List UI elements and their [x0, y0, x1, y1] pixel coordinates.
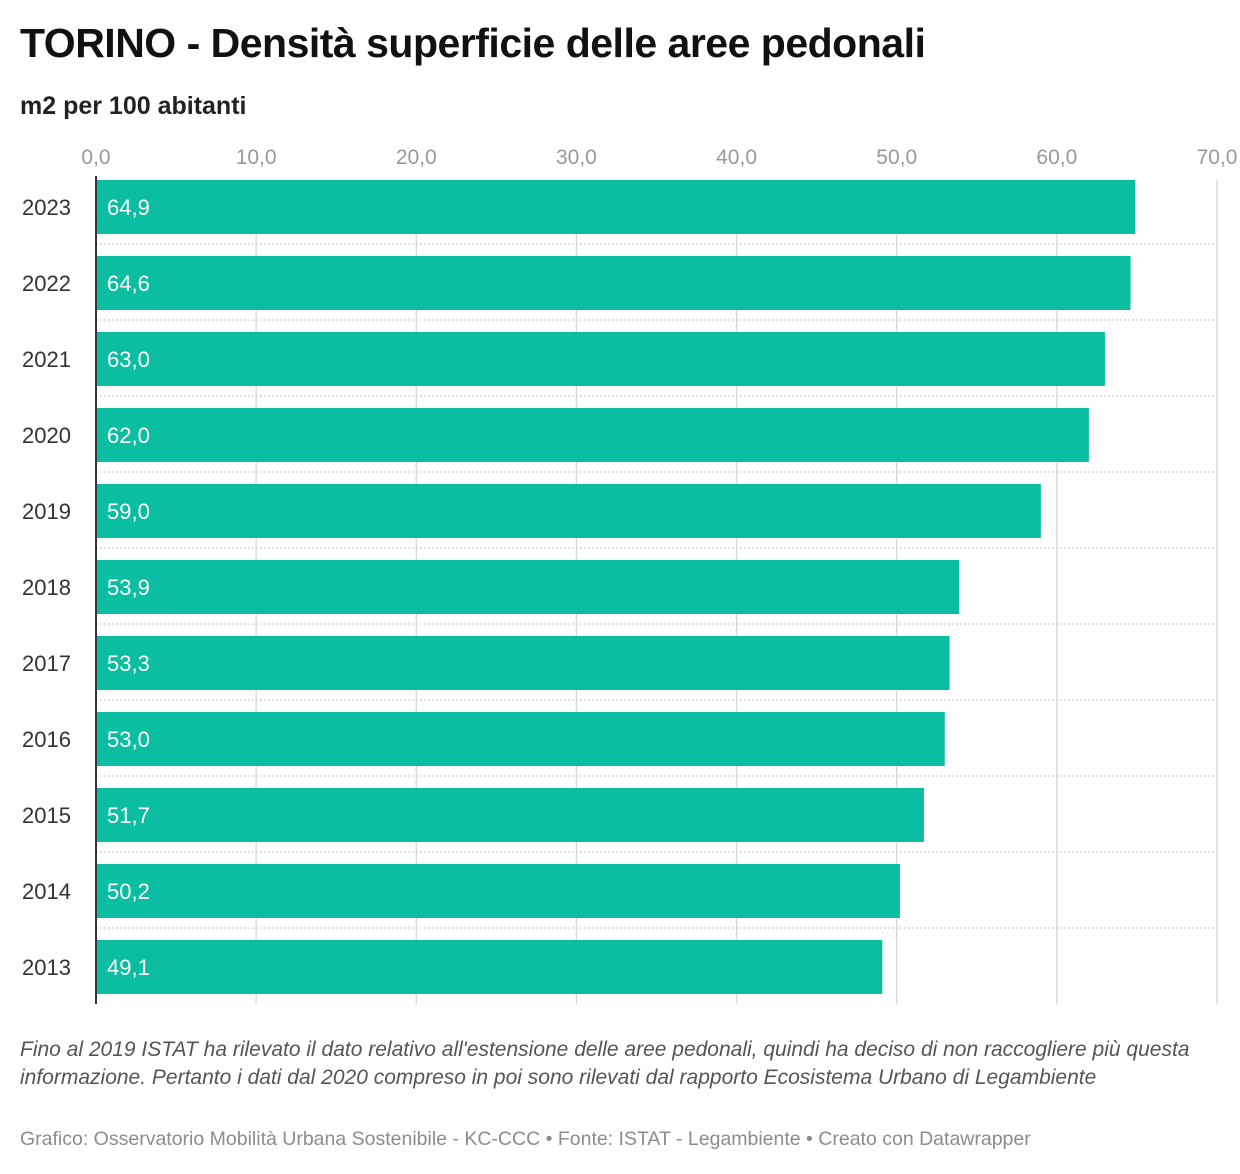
- x-tick-label: 0,0: [81, 146, 110, 169]
- category-label: 2014: [22, 879, 71, 904]
- bar: [96, 332, 1105, 386]
- x-tick-label: 60,0: [1036, 146, 1077, 169]
- category-label: 2013: [22, 955, 71, 980]
- bar-value-label: 53,9: [107, 575, 150, 600]
- category-label: 2018: [22, 575, 71, 600]
- bar-value-label: 50,2: [107, 879, 150, 904]
- category-label: 2016: [22, 727, 71, 752]
- bar: [96, 408, 1089, 462]
- category-labels: 2023 2022 2021 2020 2019 2018 2017 2016 2015 2014…: [22, 195, 71, 980]
- x-tick-label: 70,0: [1197, 146, 1238, 169]
- bar-value-label: 51,7: [107, 803, 150, 828]
- x-axis-ticks: 0,0 10,0 20,0 30,0 40,0 50,0 60,0 70,0: [81, 146, 1237, 169]
- bar-value-label: 53,0: [107, 727, 150, 752]
- bar-value-label: 63,0: [107, 347, 150, 372]
- category-label: 2022: [22, 271, 71, 296]
- chart-subtitle: m2 per 100 abitanti: [20, 92, 247, 120]
- bar-value-label: 59,0: [107, 499, 150, 524]
- bar: [96, 484, 1041, 538]
- x-tick-label: 40,0: [716, 146, 757, 169]
- x-tick-label: 30,0: [556, 146, 597, 169]
- bar-value-label: 49,1: [107, 955, 150, 980]
- bar: [96, 940, 883, 994]
- bar-chart: 0,0 10,0 20,0 30,0 40,0 50,0 60,0 70,0 64,9 64,6…: [22, 146, 1237, 1004]
- bar-value-label: 64,6: [107, 271, 150, 296]
- chart-footer: Grafico: Osservatorio Mobilità Urbana So…: [20, 1128, 1031, 1150]
- chart-note: Fino al 2019 ISTAT ha rilevato il dato r…: [20, 1038, 1190, 1089]
- bar: [96, 180, 1136, 234]
- bar: [96, 560, 960, 614]
- category-label: 2021: [22, 347, 71, 372]
- bar: [96, 636, 950, 690]
- x-tick-label: 20,0: [396, 146, 437, 169]
- category-label: 2017: [22, 651, 71, 676]
- bar: [96, 788, 924, 842]
- category-label: 2019: [22, 499, 71, 524]
- chart-title: TORINO - Densità superficie delle aree p…: [20, 20, 926, 66]
- bar-value-label: 64,9: [107, 195, 150, 220]
- bar-value-label: 53,3: [107, 651, 150, 676]
- x-tick-label: 50,0: [876, 146, 917, 169]
- bar: [96, 864, 900, 918]
- category-label: 2015: [22, 803, 71, 828]
- x-tick-label: 10,0: [236, 146, 277, 169]
- category-label: 2020: [22, 423, 71, 448]
- bars: 64,9 64,6 63,0 62,0 59,0 53,9 53,3 53,0 51,7 50,2…: [96, 180, 1136, 994]
- bar: [96, 256, 1131, 310]
- bar-value-label: 62,0: [107, 423, 150, 448]
- bar: [96, 712, 945, 766]
- category-label: 2023: [22, 195, 71, 220]
